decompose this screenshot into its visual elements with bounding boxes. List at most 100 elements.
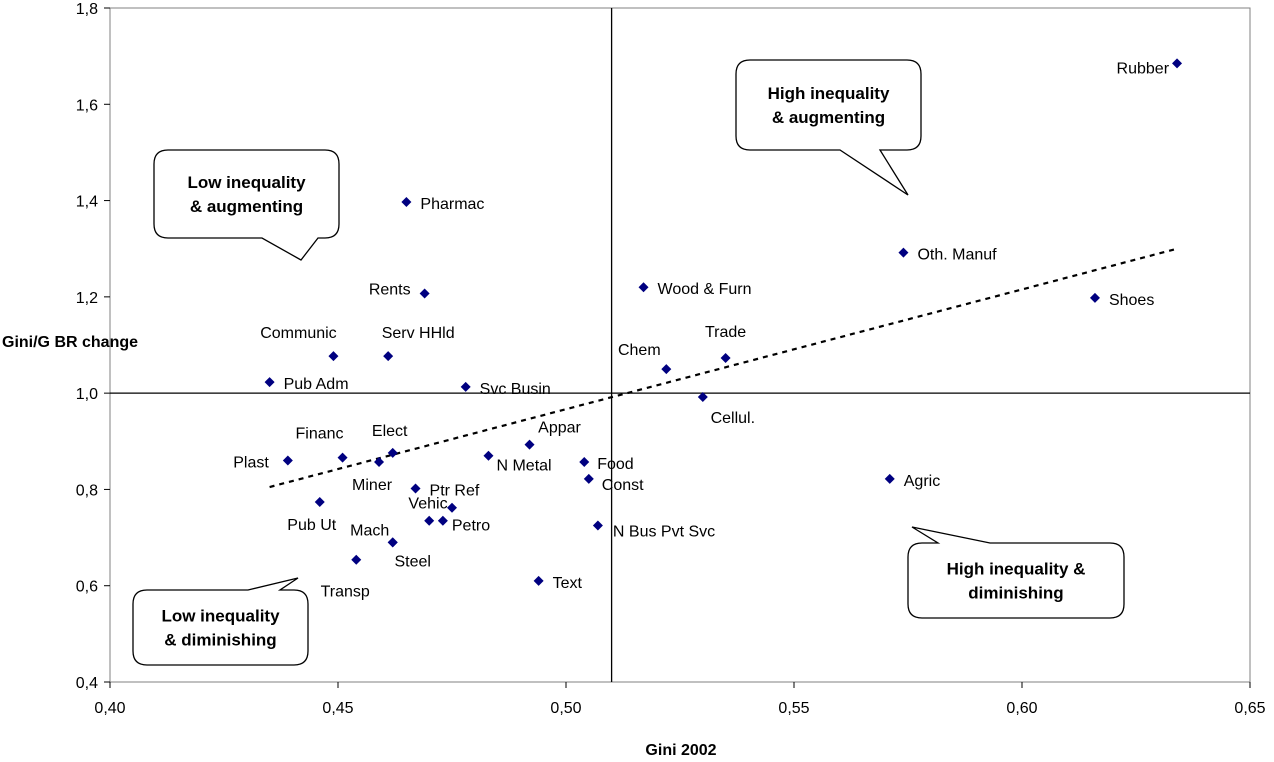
y-tick-label: 1,0 — [76, 386, 98, 403]
data-point: Pub Adm — [264, 376, 349, 393]
point-marker — [697, 391, 708, 402]
x-tick-label: 0,45 — [322, 700, 353, 717]
point-label: Plast — [233, 455, 269, 472]
y-tick-label: 1,8 — [76, 1, 98, 18]
data-point — [424, 515, 435, 526]
point-marker — [264, 377, 275, 388]
data-point: Transp — [321, 554, 370, 601]
callout-shape — [735, 59, 922, 196]
data-point: Pharmac — [401, 196, 484, 213]
point-marker — [1089, 292, 1100, 303]
point-marker — [387, 447, 398, 458]
point-marker — [383, 351, 394, 362]
point-marker — [638, 282, 649, 293]
point-label: Chem — [618, 342, 661, 359]
data-point: Const — [583, 473, 644, 494]
point-marker — [579, 456, 590, 467]
data-point: Elect — [372, 423, 408, 458]
x-tick-label: 0,50 — [550, 700, 581, 717]
data-point: Cellul. — [697, 391, 755, 427]
point-marker — [884, 473, 895, 484]
callout-text: & augmenting — [190, 197, 303, 216]
plot-area — [109, 7, 1251, 683]
point-marker — [483, 450, 494, 461]
point-label: Miner — [352, 477, 393, 494]
point-marker — [447, 502, 457, 513]
point-label: Steel — [394, 553, 430, 570]
point-marker — [583, 473, 594, 484]
callout-text: & diminishing — [164, 631, 276, 650]
point-marker — [437, 515, 448, 526]
callout-shape — [132, 577, 309, 666]
y-tick-label: 0,8 — [76, 482, 98, 499]
point-label: Oth. Manuf — [917, 247, 997, 264]
data-point: Wood & Furn — [638, 281, 751, 298]
point-marker — [524, 439, 535, 450]
tick-labels: 0,40 0,45 0,50 0,55 0,60 0,65 0,4 0,6 0,8 1,0 1,2 1… — [76, 1, 1266, 717]
point-label: Pub Ut — [287, 517, 336, 534]
point-marker — [533, 575, 544, 586]
point-label: N Bus Pvt Svc — [613, 524, 715, 541]
trendline-layer — [269, 247, 1178, 489]
x-tick-label: 0,40 — [94, 700, 125, 717]
point-label: Trade — [705, 324, 746, 341]
data-point: Steel — [387, 537, 431, 570]
data-point: Oth. Manuf — [898, 247, 997, 264]
point-marker — [419, 288, 430, 299]
data-point: Serv HHld — [382, 325, 455, 362]
point-label: Mach — [350, 522, 389, 539]
data-point: Plast — [233, 455, 293, 472]
point-label: Food — [597, 456, 633, 473]
point-label: Text — [553, 575, 583, 592]
data-point: Chem — [618, 342, 672, 375]
point-marker — [337, 452, 348, 463]
point-label: Transp — [321, 584, 370, 601]
data-point: Pub Ut — [287, 496, 337, 534]
data-point: Financ — [296, 426, 348, 463]
data-point: Rents — [369, 281, 430, 299]
point-marker — [351, 554, 362, 565]
point-label: Cellul. — [711, 410, 755, 427]
data-point: Food — [579, 456, 634, 473]
y-tick-label: 1,4 — [76, 194, 98, 211]
callout-box: High inequality & augmenting — [735, 59, 922, 196]
data-point: Text — [533, 575, 583, 592]
y-tick-label: 0,4 — [76, 675, 98, 692]
point-label: Const — [602, 477, 644, 494]
x-axis-title: Gini 2002 — [645, 742, 716, 759]
y-tick-label: 0,6 — [76, 579, 98, 596]
point-marker — [401, 197, 412, 208]
point-label: Pharmac — [420, 196, 484, 213]
callout-text: High inequality — [768, 84, 890, 103]
data-point: Vehic — [408, 496, 457, 513]
point-label: Rubber — [1117, 60, 1170, 77]
callout-text: & augmenting — [772, 108, 885, 127]
point-marker — [282, 455, 293, 466]
point-label: Rents — [369, 281, 411, 298]
point-marker — [374, 456, 385, 467]
data-point: Ptr Ref — [410, 482, 480, 499]
callout-text: Low inequality — [161, 607, 280, 626]
callout-text: High inequality & — [947, 560, 1086, 579]
data-point: Appar — [524, 420, 582, 450]
point-label: Appar — [538, 420, 581, 437]
point-marker — [314, 496, 325, 507]
point-marker — [460, 381, 471, 392]
callout-box: Low inequality & augmenting — [153, 149, 340, 261]
reference-lines — [110, 8, 1250, 682]
x-tick-label: 0,60 — [1006, 700, 1037, 717]
data-point: Petro — [437, 515, 490, 535]
callout-text: diminishing — [968, 584, 1063, 603]
data-point: N Bus Pvt Svc — [592, 520, 715, 541]
plot-frame — [109, 7, 1251, 683]
data-point: Agric — [884, 473, 940, 490]
data-point: Svc Busin — [460, 381, 551, 398]
callout-box: High inequality & diminishing — [907, 526, 1125, 619]
x-tick-label: 0,65 — [1234, 700, 1265, 717]
point-label: Financ — [296, 426, 344, 443]
point-marker — [424, 515, 435, 526]
point-label: Pub Adm — [284, 376, 349, 393]
point-marker — [1172, 58, 1183, 69]
point-label: Petro — [452, 518, 490, 535]
